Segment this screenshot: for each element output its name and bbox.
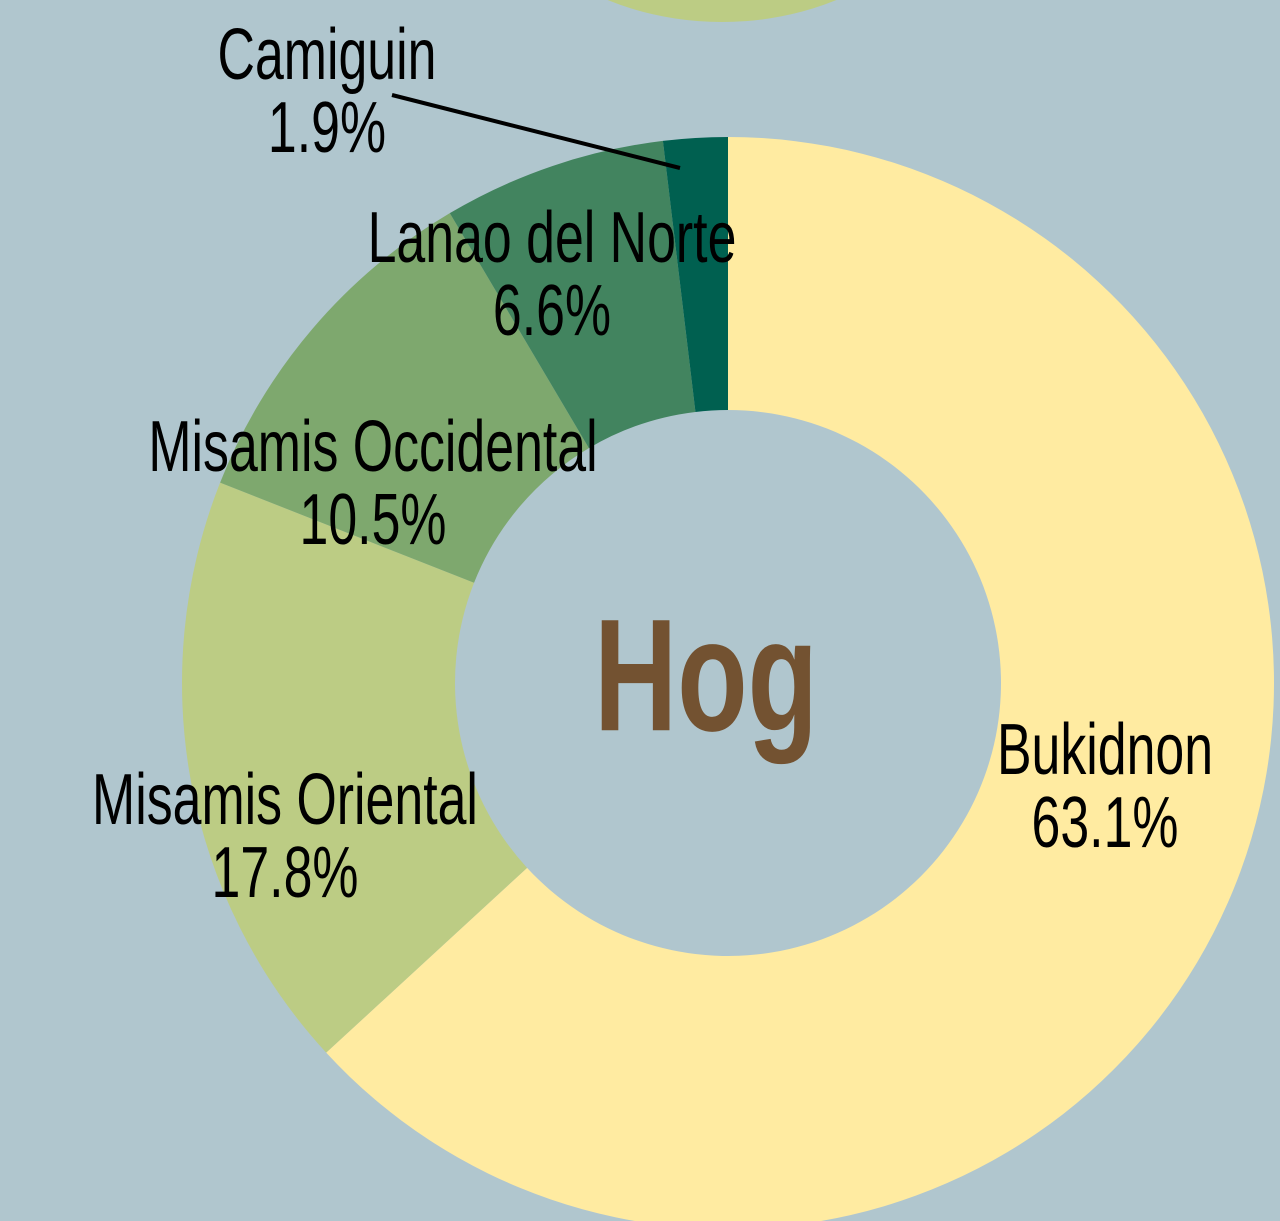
value-label: 6.6%: [493, 271, 611, 351]
chart-title: Hog: [594, 586, 818, 765]
donut-slice: [181, 482, 528, 1053]
slice-label: Camiguin: [218, 15, 437, 95]
slice-label: Lanao del Norte: [368, 198, 737, 278]
value-label: 17.8%: [212, 833, 359, 913]
donut-slice: [220, 213, 589, 583]
donut-slice: [449, 140, 696, 449]
value-label: 10.5%: [300, 480, 447, 560]
leader-line: [391, 93, 681, 170]
value-label: 63.1%: [1032, 783, 1179, 863]
donut-slice: [662, 137, 728, 412]
slice-label: Misamis Occidental: [148, 407, 597, 487]
slice-label: Misamis Oriental: [92, 760, 478, 840]
donut-slice: [326, 137, 1274, 1221]
slice-label: Bukidnon: [997, 710, 1213, 790]
value-label: 1.9%: [268, 88, 386, 168]
neighbor-chart-edge: [607, 0, 837, 22]
